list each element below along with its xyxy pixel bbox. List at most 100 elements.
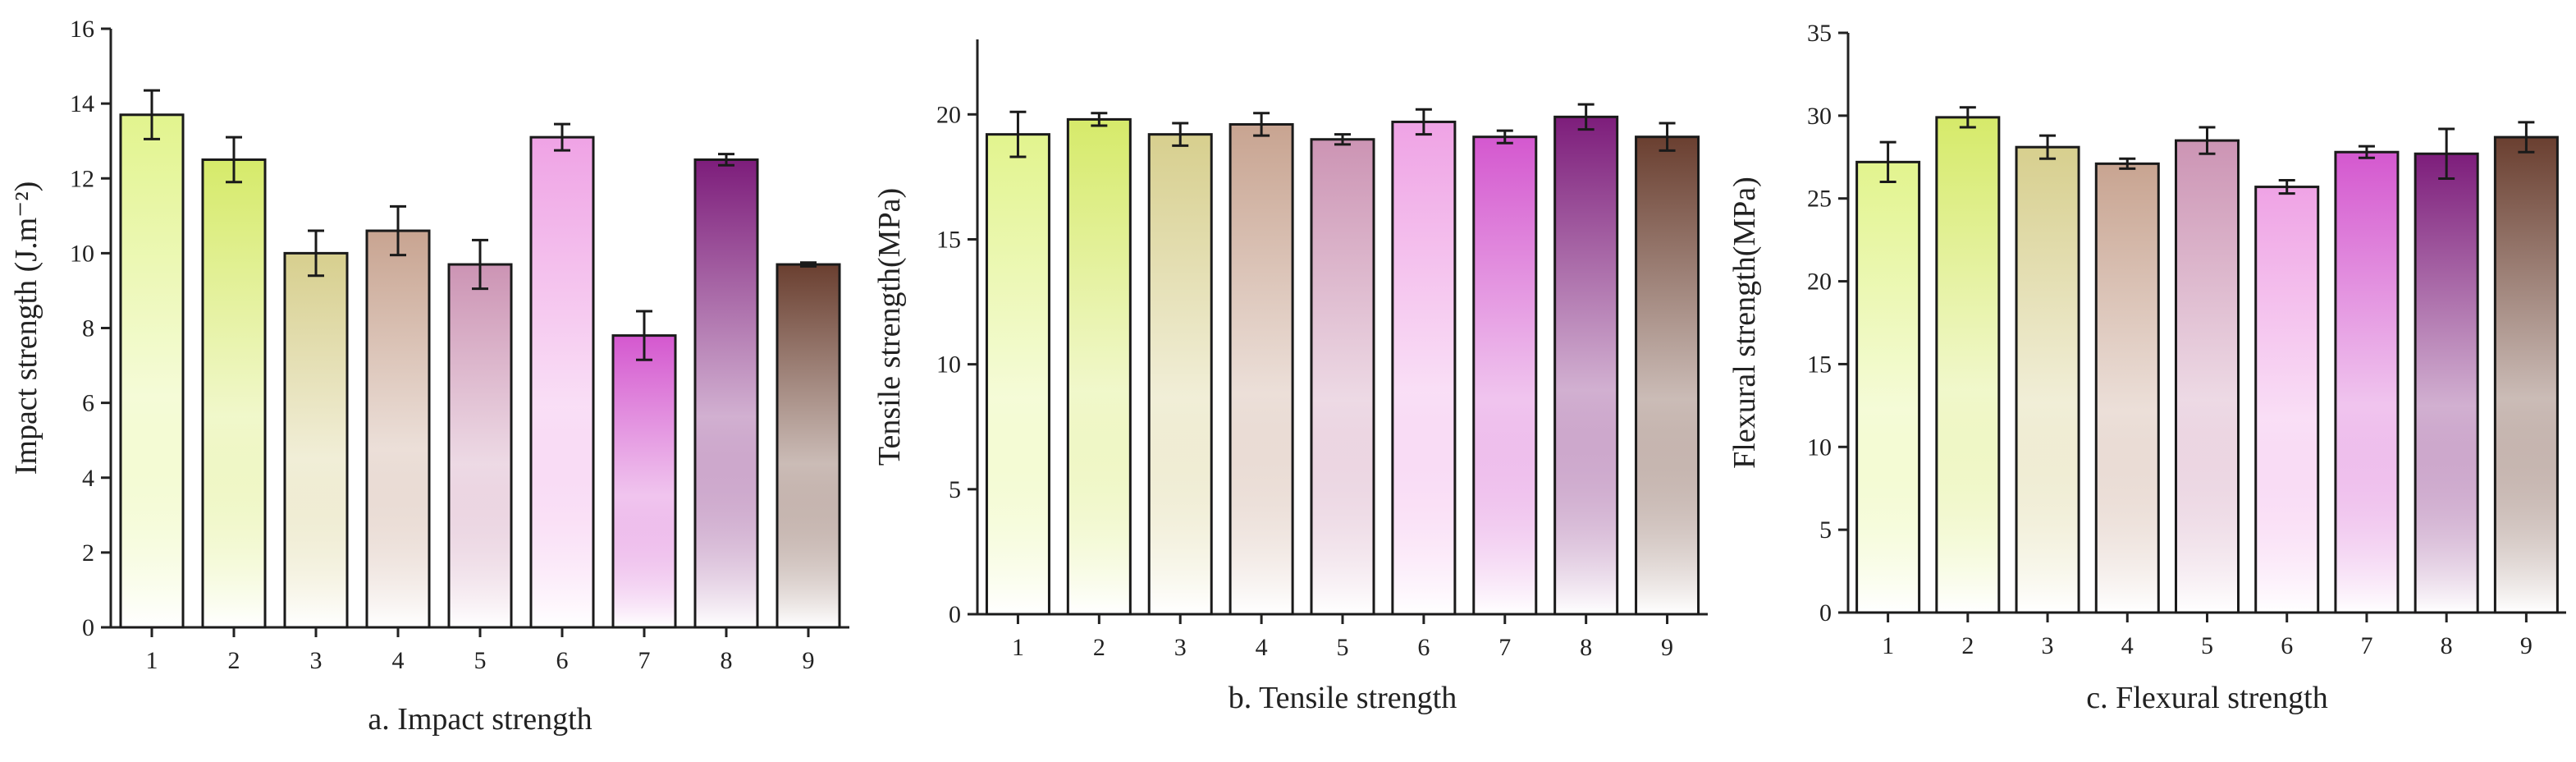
flexural-y-axis-title: Flexural strength(MPa)	[1727, 177, 1762, 469]
tensile-bar-7	[1472, 135, 1538, 616]
chart-tensile-strength: 0 5 10 15 20 1 2 3 4 5 6 7 8 9 Tensile strength(MPa) b.…	[858, 0, 1717, 762]
impact-error-bar-8	[718, 153, 734, 167]
flexural-x-tick-label: 7	[2360, 632, 2372, 659]
impact-error-bar-5	[472, 238, 488, 291]
tensile-bar-8	[1553, 115, 1619, 616]
flexural-bar-5	[2175, 139, 2240, 614]
chart-tensile-strength-svg: 0 5 10 15 20 1 2 3 4 5 6 7 8 9 Tensile strength(MPa) b.…	[872, 39, 1708, 715]
impact-bar-9	[776, 263, 841, 629]
tensile-bar-3	[1147, 133, 1213, 616]
flexural-error-bar-8	[2438, 127, 2455, 181]
flexural-bar-4	[2094, 162, 2160, 614]
impact-x-tick-label: 7	[638, 647, 651, 674]
impact-y-tick-label: 2	[82, 539, 94, 567]
flexural-y-tick-label: 35	[1807, 20, 1832, 47]
flexural-y-tick-label: 20	[1807, 269, 1832, 296]
flexural-error-bar-3	[2039, 134, 2057, 160]
impact-bar-3	[283, 251, 349, 629]
impact-x-tick-label: 9	[803, 647, 815, 674]
tensile-error-bar-2	[1091, 112, 1108, 127]
tensile-x-tick-label: 3	[1174, 634, 1187, 661]
flexural-y-tick-label: 30	[1807, 103, 1832, 130]
chart-impact-strength: 0 2 4 6 8 10 12 14 16 1 2 3 4 5 6 7 8 9 Impact strength (J…	[0, 0, 858, 762]
chart-flexural-strength: 0 5 10 15 20 25 30 35 1 2 3 4 5 6 7 8 9 Flexural strength…	[1717, 0, 2575, 762]
flexural-y-tick-label: 25	[1807, 186, 1832, 213]
flexural-bar-6	[2254, 186, 2320, 614]
tensile-y-tick-label: 10	[936, 351, 961, 379]
tensile-x-tick-label: 1	[1012, 634, 1024, 661]
tensile-y-axis-title: Tensile strength(MPa)	[872, 188, 907, 466]
tensile-x-tick-label: 2	[1093, 634, 1105, 661]
flexural-bar-3	[2015, 145, 2080, 614]
impact-y-axis-title: Impact strength (J.m⁻²)	[9, 181, 43, 475]
impact-bar-2	[201, 158, 267, 629]
tensile-error-bar-8	[1577, 103, 1595, 131]
impact-y-tick-label: 8	[82, 315, 94, 342]
impact-y-tick-label: 4	[82, 465, 94, 492]
flexural-error-bar-6	[2278, 179, 2295, 195]
impact-error-bar-7	[636, 310, 652, 361]
tensile-error-bar-7	[1496, 129, 1513, 145]
flexural-x-tick-label: 3	[2042, 632, 2054, 659]
impact-y-tick-label: 12	[70, 165, 94, 192]
tensile-y-tick-label: 0	[949, 601, 961, 628]
tensile-x-tick-label: 5	[1337, 634, 1349, 661]
tensile-error-bar-3	[1172, 122, 1189, 147]
flexural-error-bar-5	[2199, 126, 2216, 155]
impact-bar-1	[119, 113, 185, 629]
tensile-x-tick-label: 9	[1661, 634, 1673, 661]
tensile-y-tick-label: 15	[936, 226, 961, 253]
chart-flexural-strength-svg: 0 5 10 15 20 25 30 35 1 2 3 4 5 6 7 8 9 Flexural strength…	[1727, 20, 2566, 715]
tensile-caption: b. Tensile strength	[1229, 681, 1457, 715]
flexural-x-tick-label: 1	[1882, 632, 1894, 659]
tensile-bar-5	[1310, 138, 1375, 616]
impact-error-bar-9	[800, 261, 817, 268]
impact-bar-4	[365, 229, 431, 629]
impact-x-tick-label: 3	[310, 647, 323, 674]
flexural-bar-7	[2334, 150, 2400, 614]
impact-error-bar-1	[144, 89, 160, 140]
flexural-y-tick-label: 5	[1819, 516, 1832, 544]
impact-error-bar-6	[554, 122, 570, 152]
flexural-bar-9	[2493, 135, 2559, 614]
impact-bar-8	[693, 158, 759, 629]
flexural-x-tick-label: 2	[1961, 632, 1974, 659]
impact-y-tick-label: 0	[82, 614, 94, 641]
tensile-error-bar-6	[1415, 108, 1432, 136]
impact-error-bar-3	[308, 229, 324, 278]
flexural-x-tick-label: 5	[2201, 632, 2213, 659]
flexural-error-bar-1	[1879, 140, 1897, 184]
flexural-error-bar-4	[2119, 157, 2136, 170]
flexural-bar-8	[2414, 152, 2479, 614]
flexural-error-bar-9	[2518, 121, 2535, 154]
tensile-bar-9	[1635, 135, 1700, 616]
flexural-bar-2	[1935, 116, 2001, 614]
flexural-x-tick-label: 4	[2121, 632, 2134, 659]
impact-bar-5	[447, 263, 513, 629]
tensile-bar-1	[985, 133, 1050, 616]
impact-y-tick-label: 16	[70, 16, 94, 43]
tensile-x-tick-label: 7	[1498, 634, 1511, 661]
tensile-bar-6	[1391, 120, 1457, 616]
impact-bar-6	[529, 135, 595, 629]
impact-y-tick-label: 14	[70, 90, 94, 117]
flexural-x-tick-label: 9	[2520, 632, 2533, 659]
impact-x-tick-label: 1	[146, 647, 158, 674]
flexural-caption: c. Flexural strength	[2086, 681, 2327, 715]
flexural-error-bar-7	[2358, 145, 2375, 159]
tensile-error-bar-9	[1659, 122, 1676, 152]
flexural-x-tick-label: 8	[2441, 632, 2453, 659]
tensile-y-tick-label: 20	[936, 101, 961, 128]
impact-bar-7	[611, 334, 677, 629]
impact-x-tick-label: 4	[392, 647, 405, 674]
impact-x-tick-label: 8	[721, 647, 733, 674]
tensile-error-bar-5	[1334, 133, 1351, 146]
tensile-x-tick-label: 4	[1256, 634, 1268, 661]
tensile-bar-4	[1229, 122, 1294, 616]
impact-x-tick-label: 2	[228, 647, 240, 674]
impact-x-tick-label: 5	[474, 647, 487, 674]
impact-caption: a. Impact strength	[368, 702, 592, 737]
tensile-x-tick-label: 8	[1580, 634, 1592, 661]
impact-x-tick-label: 6	[556, 647, 569, 674]
